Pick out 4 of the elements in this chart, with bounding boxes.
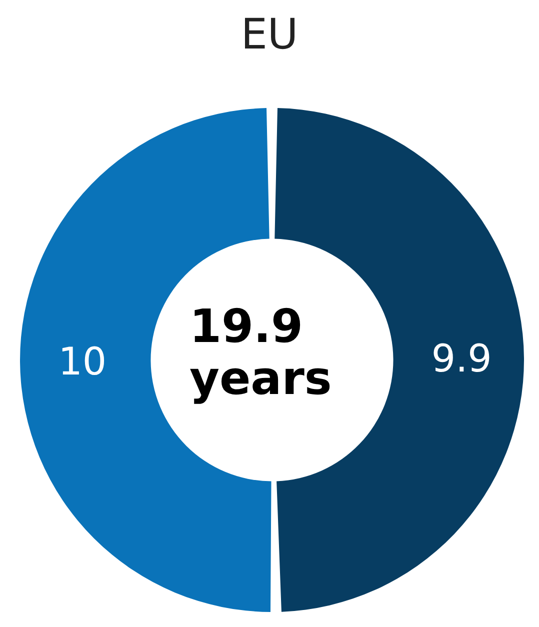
chart-title: EU bbox=[240, 10, 298, 58]
text: 19.9 years bbox=[190, 299, 332, 405]
data-label: 9.9 bbox=[431, 336, 492, 381]
data-label: 10 bbox=[58, 339, 107, 384]
